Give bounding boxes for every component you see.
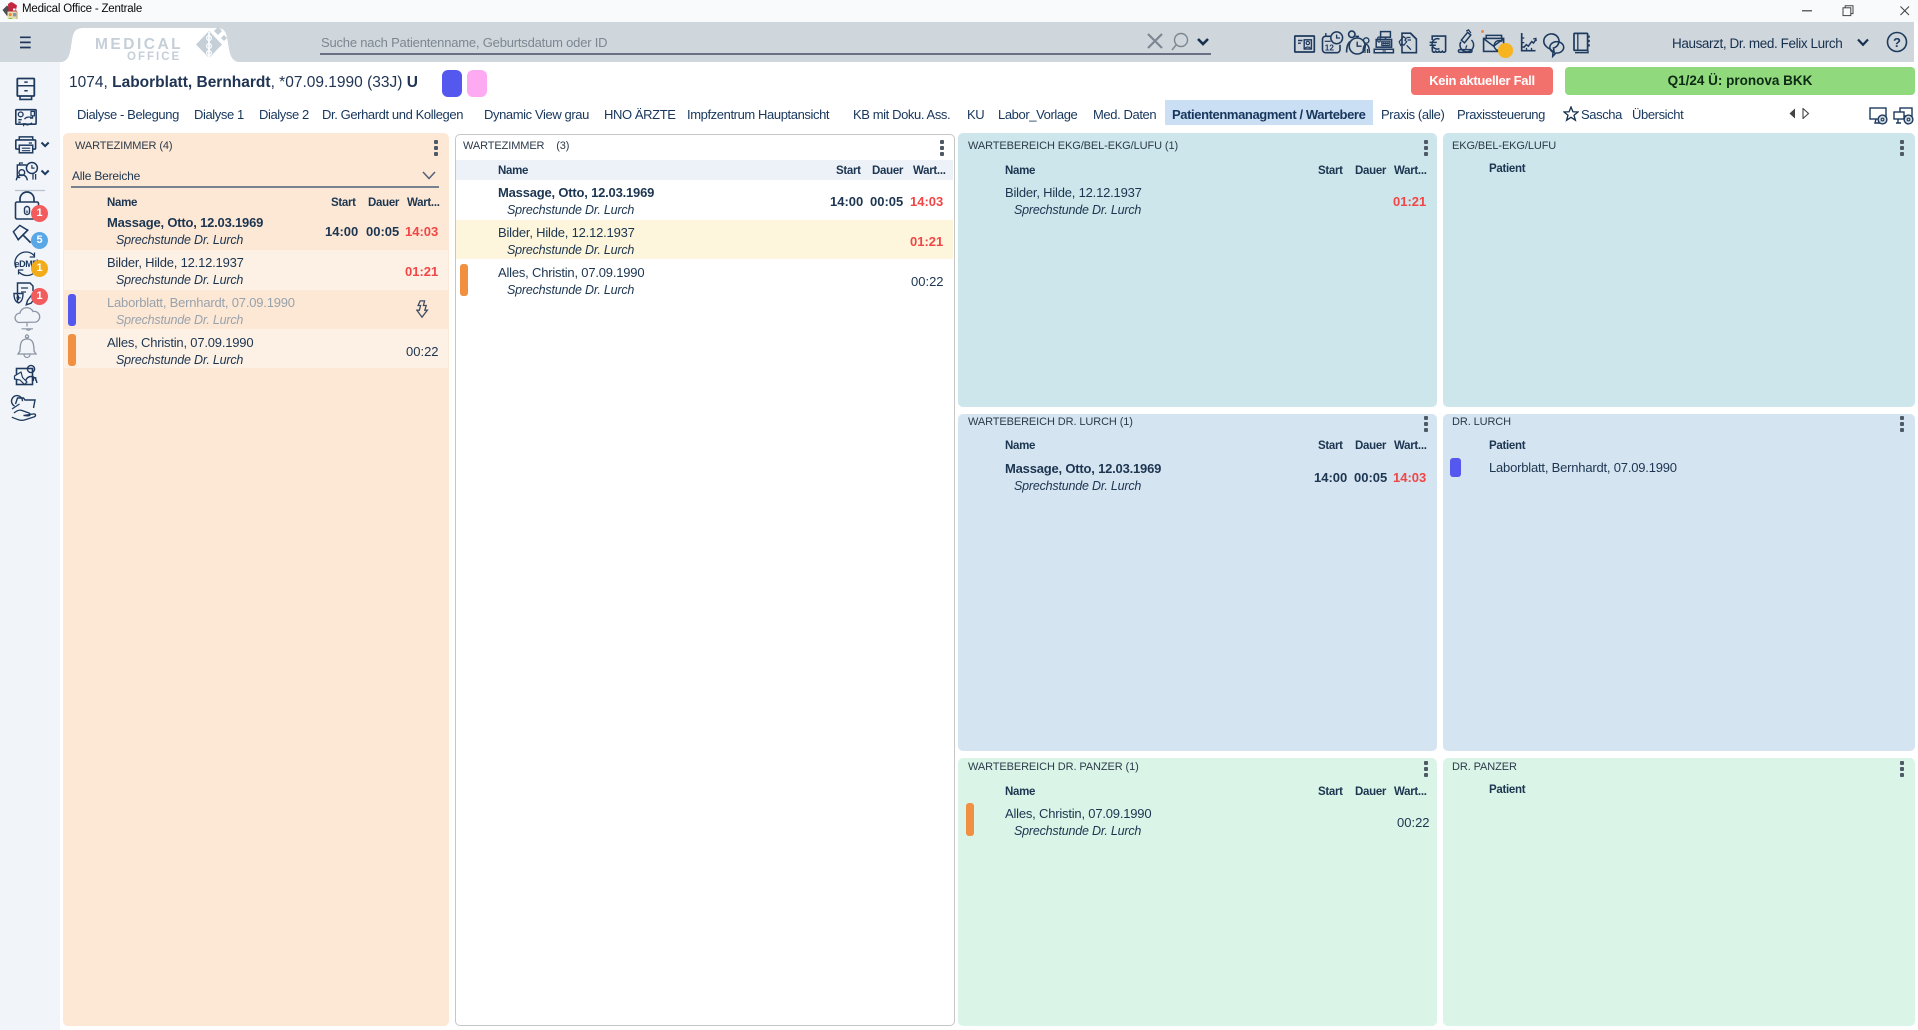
svg-text:?: ? [1893, 35, 1901, 50]
svg-text:eDMP: eDMP [15, 259, 39, 269]
svg-text:12: 12 [1325, 43, 1335, 52]
svg-text:MEDICAL: MEDICAL [95, 36, 183, 53]
svg-text:OFFICE: OFFICE [127, 51, 181, 62]
